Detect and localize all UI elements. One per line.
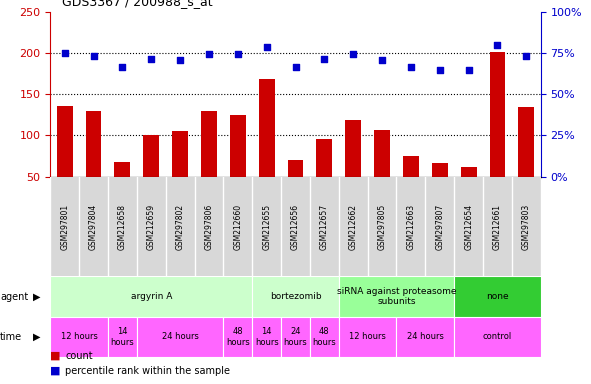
Text: GSM212660: GSM212660	[233, 204, 242, 250]
Bar	[86, 111, 102, 177]
Point	[522, 53, 531, 59]
Bar	[310, 317, 339, 357]
Bar	[143, 134, 159, 177]
Point	[406, 64, 415, 70]
Bar	[339, 317, 397, 357]
Text: agent: agent	[0, 291, 28, 302]
Text: argyrin A: argyrin A	[131, 292, 172, 301]
Point	[204, 51, 214, 58]
Text: GSM297802: GSM297802	[176, 204, 184, 250]
Bar	[374, 129, 390, 177]
Point	[176, 57, 185, 63]
Text: time: time	[0, 332, 22, 342]
Bar	[288, 160, 303, 177]
Text: GSM212662: GSM212662	[349, 204, 358, 250]
Text: 24
hours: 24 hours	[284, 327, 307, 347]
Text: GSM297804: GSM297804	[89, 204, 98, 250]
Text: GDS3367 / 200988_s_at: GDS3367 / 200988_s_at	[62, 0, 213, 8]
Text: GSM212654: GSM212654	[464, 204, 473, 250]
Bar	[259, 79, 275, 177]
Text: GSM297803: GSM297803	[522, 204, 531, 250]
Text: GSM212657: GSM212657	[320, 204, 329, 250]
Text: GSM297801: GSM297801	[60, 204, 69, 250]
Point	[320, 56, 329, 62]
Text: control: control	[483, 333, 512, 341]
Point	[464, 67, 473, 73]
Text: 14
hours: 14 hours	[111, 327, 134, 347]
Text: ▶: ▶	[33, 291, 40, 302]
Text: GSM212658: GSM212658	[118, 204, 127, 250]
Point	[147, 56, 156, 63]
Bar	[223, 317, 252, 357]
Bar	[397, 317, 454, 357]
Bar	[518, 107, 534, 177]
Bar	[57, 106, 73, 177]
Text: 48
hours: 48 hours	[226, 327, 249, 347]
Bar	[108, 317, 137, 357]
Bar	[489, 52, 505, 177]
Text: count: count	[65, 351, 93, 361]
Text: GSM212655: GSM212655	[262, 204, 271, 250]
Text: GSM212656: GSM212656	[291, 204, 300, 250]
Text: 12 hours: 12 hours	[349, 333, 386, 341]
Text: 12 hours: 12 hours	[61, 333, 98, 341]
Bar	[316, 139, 332, 177]
Text: ■: ■	[50, 366, 61, 376]
Bar	[252, 276, 339, 317]
Text: bortezomib: bortezomib	[269, 292, 322, 301]
Bar	[454, 276, 541, 317]
Point	[377, 57, 387, 63]
Point	[262, 44, 271, 50]
Point	[60, 50, 69, 56]
Text: GSM297806: GSM297806	[204, 204, 213, 250]
Bar	[454, 317, 541, 357]
Text: none: none	[486, 292, 509, 301]
Point	[349, 51, 358, 58]
Bar	[115, 162, 130, 177]
Bar	[201, 111, 217, 177]
Text: GSM212661: GSM212661	[493, 204, 502, 250]
Point	[435, 67, 444, 73]
Text: siRNA against proteasome
subunits: siRNA against proteasome subunits	[337, 287, 456, 306]
Bar	[461, 167, 476, 177]
Text: 24 hours: 24 hours	[162, 333, 199, 341]
Bar	[252, 317, 281, 357]
Bar	[137, 317, 223, 357]
Text: ▶: ▶	[33, 332, 40, 342]
Text: ■: ■	[50, 351, 61, 361]
Point	[233, 51, 242, 58]
Point	[118, 64, 127, 70]
Point	[291, 64, 300, 70]
Bar	[339, 276, 454, 317]
Bar	[172, 131, 188, 177]
Bar	[50, 276, 252, 317]
Text: percentile rank within the sample: percentile rank within the sample	[65, 366, 230, 376]
Text: GSM297805: GSM297805	[378, 204, 387, 250]
Text: 14
hours: 14 hours	[255, 327, 278, 347]
Bar	[432, 162, 448, 177]
Bar	[403, 156, 419, 177]
Text: GSM297807: GSM297807	[436, 204, 444, 250]
Bar	[230, 115, 246, 177]
Text: 48
hours: 48 hours	[313, 327, 336, 347]
Bar	[345, 120, 361, 177]
Bar	[50, 317, 108, 357]
Text: 24 hours: 24 hours	[407, 333, 444, 341]
Point	[493, 41, 502, 48]
Bar	[281, 317, 310, 357]
Text: GSM212659: GSM212659	[147, 204, 155, 250]
Text: GSM212663: GSM212663	[407, 204, 415, 250]
Point	[89, 53, 98, 59]
